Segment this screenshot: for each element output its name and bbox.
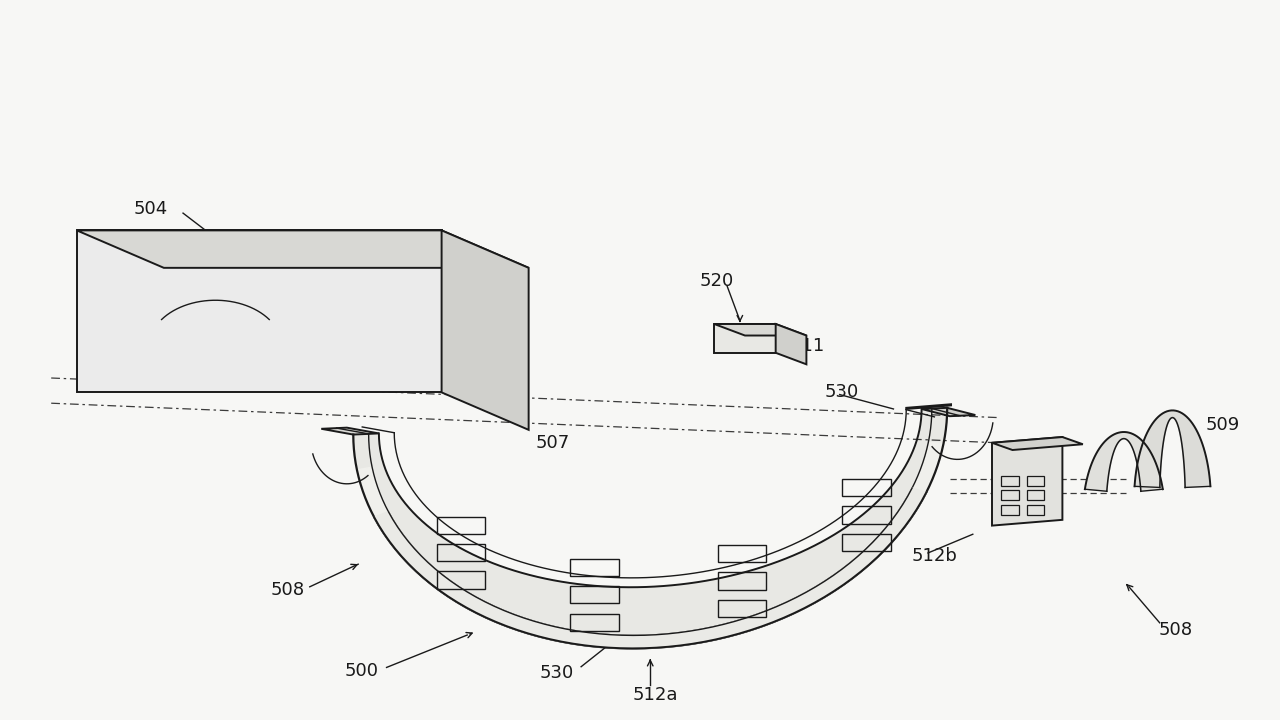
- Text: 507: 507: [536, 433, 570, 452]
- Polygon shape: [77, 230, 442, 392]
- Text: 530: 530: [540, 664, 573, 683]
- Polygon shape: [1134, 410, 1211, 487]
- Text: 509: 509: [1206, 416, 1240, 433]
- Polygon shape: [922, 408, 975, 416]
- Text: 508: 508: [270, 582, 305, 599]
- Polygon shape: [77, 230, 529, 268]
- Text: 508: 508: [1158, 621, 1193, 639]
- Text: 512a: 512a: [632, 685, 678, 704]
- Text: 504: 504: [134, 200, 168, 218]
- Polygon shape: [353, 408, 947, 649]
- Polygon shape: [906, 404, 951, 409]
- Text: 512b: 512b: [911, 547, 957, 564]
- Polygon shape: [1085, 432, 1162, 491]
- Text: 500: 500: [344, 662, 379, 680]
- Polygon shape: [714, 324, 806, 336]
- Polygon shape: [442, 230, 529, 430]
- Text: 520: 520: [700, 272, 733, 290]
- Text: 530: 530: [824, 383, 859, 402]
- Polygon shape: [374, 488, 927, 649]
- Polygon shape: [321, 428, 379, 435]
- Polygon shape: [714, 324, 776, 353]
- Polygon shape: [992, 437, 1062, 526]
- Text: 511: 511: [791, 337, 826, 355]
- Polygon shape: [992, 437, 1083, 450]
- Polygon shape: [357, 442, 943, 649]
- Polygon shape: [776, 324, 806, 364]
